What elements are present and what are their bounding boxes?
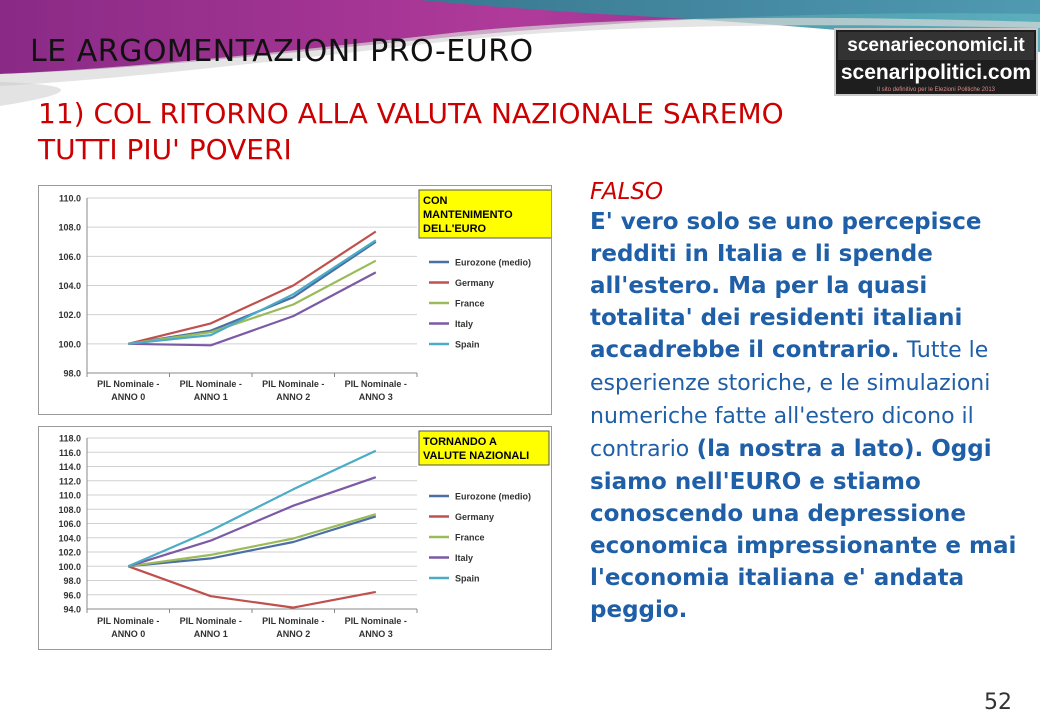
argument-bold-2: (la nostra a lato). Oggi siamo nell'EURO… — [590, 436, 1017, 623]
y-tick-label: 112.0 — [59, 476, 81, 486]
y-tick-label: 102.0 — [58, 310, 81, 320]
x-tick-label: PIL Nominale - — [97, 616, 159, 626]
x-tick-label: ANNO 3 — [359, 629, 393, 639]
subtitle-line-2: TUTTI PIU' POVERI — [38, 133, 292, 166]
y-tick-label: 110.0 — [59, 194, 81, 204]
argument-bold-1: E' vero solo se uno percepisce redditi i… — [590, 209, 982, 363]
legend-entry: Italy — [455, 319, 473, 329]
y-tick-label: 118.0 — [59, 434, 81, 444]
x-tick-label: PIL Nominale - — [180, 379, 242, 389]
y-tick-label: 116.0 — [59, 448, 81, 458]
y-tick-label: 98.0 — [63, 369, 81, 379]
scenario-label-text: MANTENIMENTO — [423, 209, 513, 221]
subtitle-line-1: 11) COL RITORNO ALLA VALUTA NAZIONALE SA… — [38, 97, 784, 130]
scenario-label-text: DELL'EURO — [423, 223, 487, 235]
header-banner — [0, 0, 1040, 106]
x-tick-label: ANNO 3 — [359, 392, 393, 402]
y-tick-label: 98.0 — [63, 576, 81, 586]
x-tick-label: PIL Nominale - — [345, 616, 407, 626]
series-line — [128, 513, 377, 568]
legend-entry: Germany — [455, 512, 494, 522]
scenario-label-text: CON — [423, 195, 448, 207]
argument-plain: Tutte le esperienze storiche, e le simul… — [590, 338, 991, 462]
series-line — [128, 230, 377, 345]
y-tick-label: 110.0 — [59, 491, 81, 501]
logo-tagline: Il sito definitivo per le Elezioni Polit… — [876, 87, 996, 93]
y-tick-label: 94.0 — [63, 605, 81, 615]
x-tick-label: ANNO 2 — [276, 392, 310, 402]
x-tick-label: ANNO 1 — [194, 629, 228, 639]
page-number: 52 — [984, 690, 1012, 715]
legend-entry: Germany — [455, 278, 494, 288]
argument-text: FALSO E' vero solo se uno percepisce red… — [590, 178, 1030, 626]
y-tick-label: 100.0 — [58, 562, 81, 572]
y-tick-label: 114.0 — [59, 462, 81, 472]
scenario-label-box — [418, 189, 551, 239]
y-tick-label: 106.0 — [58, 252, 81, 262]
site-logo: scenarieconomici.it scenaripolitici.com … — [834, 28, 1038, 96]
x-tick-label: PIL Nominale - — [180, 616, 242, 626]
scenario-label-text: VALUTE NAZIONALI — [423, 450, 529, 462]
x-tick-label: PIL Nominale - — [97, 379, 159, 389]
chart-national-currency-scenario-svg: 94.0 96.0 98.0 100.0 102.0 104.0 106.0 108.0 110… — [58, 430, 550, 639]
series-line — [127, 565, 377, 609]
x-tick-label: ANNO 2 — [276, 629, 310, 639]
y-tick-label: 100.0 — [58, 339, 81, 349]
logo-line-1: scenarieconomici.it — [838, 32, 1034, 60]
y-tick-label: 104.0 — [58, 533, 81, 543]
logo-line-2: scenaripolitici.com — [840, 61, 1032, 84]
y-tick-label: 102.0 — [58, 548, 81, 558]
slide-title: LE ARGOMENTAZIONI PRO-EURO — [30, 34, 534, 69]
y-tick-label: 106.0 — [58, 519, 81, 529]
legend-entry: Italy — [455, 553, 473, 563]
x-tick-label: PIL Nominale - — [262, 379, 324, 389]
falso-label: FALSO — [590, 179, 664, 205]
y-tick-label: 108.0 — [58, 223, 81, 233]
scenario-label-box — [418, 430, 550, 466]
legend-entry: Eurozone (medio) — [455, 258, 531, 268]
x-tick-label: ANNO 1 — [194, 392, 228, 402]
series-line — [128, 239, 377, 345]
series-line — [128, 515, 377, 568]
x-tick-label: ANNO 0 — [111, 392, 145, 402]
legend-entry: France — [455, 533, 485, 543]
x-tick-label: PIL Nominale - — [345, 379, 407, 389]
legend-entry: Spain — [455, 574, 480, 584]
x-tick-label: PIL Nominale - — [262, 616, 324, 626]
scenario-label-text: TORNANDO A — [423, 436, 497, 448]
series-line — [127, 449, 377, 568]
y-tick-label: 96.0 — [63, 590, 81, 600]
series-line — [128, 259, 377, 345]
y-tick-label: 108.0 — [58, 505, 81, 515]
legend-entry: Spain — [455, 340, 480, 350]
legend-entry: France — [455, 299, 485, 309]
slide-subtitle: 11) COL RITORNO ALLA VALUTA NAZIONALE SA… — [38, 96, 938, 168]
series-line — [128, 271, 377, 347]
y-tick-label: 104.0 — [58, 281, 81, 291]
series-line — [127, 476, 377, 568]
x-tick-label: ANNO 0 — [111, 629, 145, 639]
chart-euro-scenario-svg: 98.0 100.0 102.0 104.0 106.0 108.0 110.0 PIL No… — [58, 189, 551, 402]
chart-euro-scenario: 98.0 100.0 102.0 104.0 106.0 108.0 110.0 PIL No… — [38, 185, 552, 415]
chart-national-currency-scenario: 94.0 96.0 98.0 100.0 102.0 104.0 106.0 108.0 110… — [38, 426, 552, 650]
legend-entry: Eurozone (medio) — [455, 492, 531, 502]
